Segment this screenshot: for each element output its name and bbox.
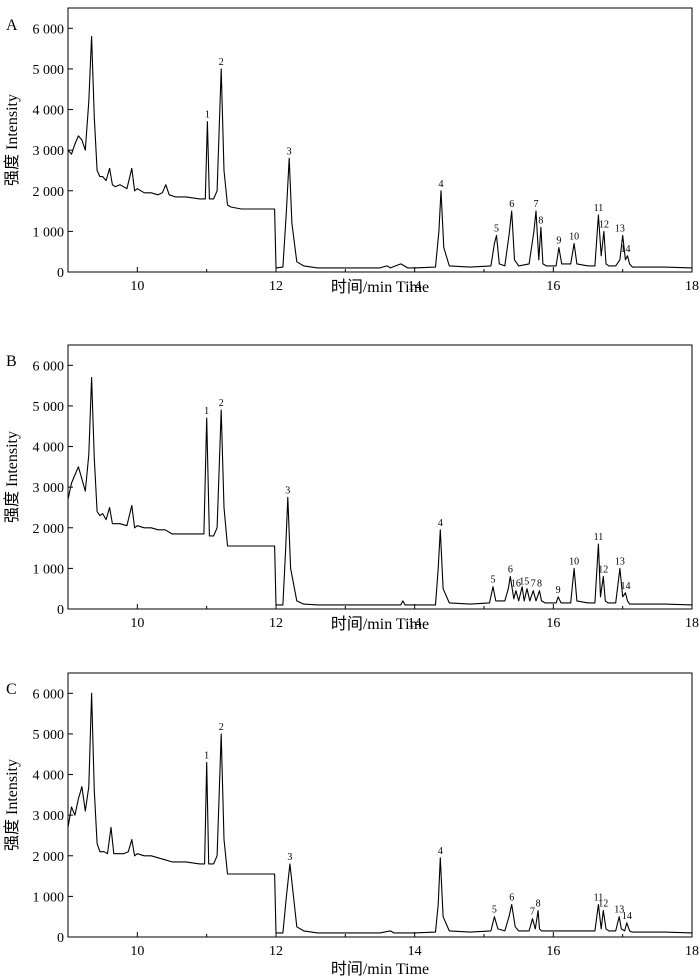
peak-label-1: 1 [205,110,210,121]
peak-label-11: 11 [594,893,604,904]
x-tick-label: 12 [269,279,283,294]
chromatogram-trace [67,376,693,606]
x-tick-label: 14 [408,616,422,631]
peak-label-8: 8 [537,579,542,590]
x-tick-label: 16 [546,279,560,294]
panel-letter: A [6,17,18,34]
peak-label-5: 5 [494,223,499,234]
x-tick-label: 12 [269,616,283,631]
peak-label-1: 1 [204,406,209,417]
peak-label-9: 9 [556,236,561,247]
x-axis-label: 时间/min Time [331,615,429,633]
peak-label-5: 5 [491,575,496,586]
y-tick-label: 5 000 [33,63,65,78]
y-tick-label: 1 000 [33,562,65,577]
panel-letter: C [6,681,17,698]
y-tick-label: 6 000 [33,687,65,702]
peak-label-10: 10 [569,556,579,567]
y-tick-label: 3 000 [33,144,65,159]
y-tick-label: 2 000 [33,522,65,537]
peak-label-6: 6 [508,565,513,576]
x-tick-label: 10 [130,279,144,294]
peak-label-14: 14 [622,911,632,922]
y-axis-label: 强度 Intensity [3,94,21,186]
x-tick-label: 10 [130,616,144,631]
plot-frame [67,7,693,273]
peak-label-6: 6 [509,893,514,904]
panel-b: B 时间/min Time 强度 Intensity 0 1 000 2 000 3 … [3,344,699,633]
peak-label-13: 13 [614,905,624,916]
x-tick-label: 16 [546,944,560,959]
peak-label-2: 2 [219,398,224,409]
peak-label-6: 6 [509,199,514,210]
y-axis-label: 强度 Intensity [3,759,21,851]
peak-label-7: 7 [531,579,536,590]
peak-label-12: 12 [598,899,608,910]
y-tick-label: 1 000 [33,225,65,240]
x-tick-label: 16 [546,616,560,631]
peak-label-3: 3 [287,852,292,863]
peak-label-3: 3 [285,485,290,496]
peak-label-4: 4 [438,846,443,857]
x-tick-label: 10 [130,944,144,959]
peak-label-7: 7 [530,907,535,918]
panel-letter: B [6,353,17,370]
peak-label-8: 8 [536,899,541,910]
plot-frame [67,672,693,938]
peak-label-12: 12 [599,219,609,230]
y-tick-label: 5 000 [33,400,65,415]
peak-label-4: 4 [438,518,443,529]
y-tick-label: 6 000 [33,22,65,37]
x-tick-label: 18 [685,944,699,959]
plot-frame [67,344,693,610]
peak-label-13: 13 [615,223,625,234]
y-tick-label: 4 000 [33,769,65,784]
peak-label-14: 14 [620,244,630,255]
x-tick-label: 12 [269,944,283,959]
peak-label-4: 4 [439,179,444,190]
y-tick-label: 4 000 [33,104,65,119]
x-tick-label: 14 [408,944,422,959]
peak-label-8: 8 [538,215,543,226]
peak-label-16: 16 [511,579,521,590]
peak-label-2: 2 [219,57,224,68]
peak-label-7: 7 [534,199,539,210]
peak-label-14: 14 [620,581,630,592]
y-tick-label: 2 000 [33,185,65,200]
peak-label-10: 10 [569,232,579,243]
peak-label-15: 15 [519,577,529,588]
y-tick-label: 2 000 [33,850,65,865]
peak-label-13: 13 [615,556,625,567]
panel-c: C 时间/min Time 强度 Intensity 0 1 000 2 000 3 … [3,672,699,978]
peak-label-3: 3 [287,146,292,157]
y-tick-label: 0 [57,603,64,618]
peak-label-11: 11 [594,532,604,543]
x-axis-label: 时间/min Time [331,278,429,296]
peak-label-11: 11 [594,203,604,214]
y-tick-label: 4 000 [33,441,65,456]
y-tick-label: 3 000 [33,481,65,496]
peak-label-2: 2 [219,722,224,733]
x-tick-label: 18 [685,279,699,294]
y-tick-label: 1 000 [33,890,65,905]
y-tick-label: 0 [57,931,64,946]
y-axis-label: 强度 Intensity [3,431,21,523]
y-tick-label: 3 000 [33,809,65,824]
y-tick-label: 0 [57,266,64,281]
peak-label-1: 1 [204,750,209,761]
chromatogram-trace [67,35,693,269]
y-tick-label: 6 000 [33,359,65,374]
x-axis-label: 时间/min Time [331,960,429,978]
panel-a: A 时间/min Time 强度 Intensity 0 1 000 2 000 3 … [3,7,699,296]
x-tick-label: 18 [685,616,699,631]
peak-label-5: 5 [492,905,497,916]
y-tick-label: 5 000 [33,728,65,743]
chromatogram-trace [67,692,693,934]
peak-label-12: 12 [598,565,608,576]
peak-label-9: 9 [556,585,561,596]
x-tick-label: 14 [408,279,422,294]
